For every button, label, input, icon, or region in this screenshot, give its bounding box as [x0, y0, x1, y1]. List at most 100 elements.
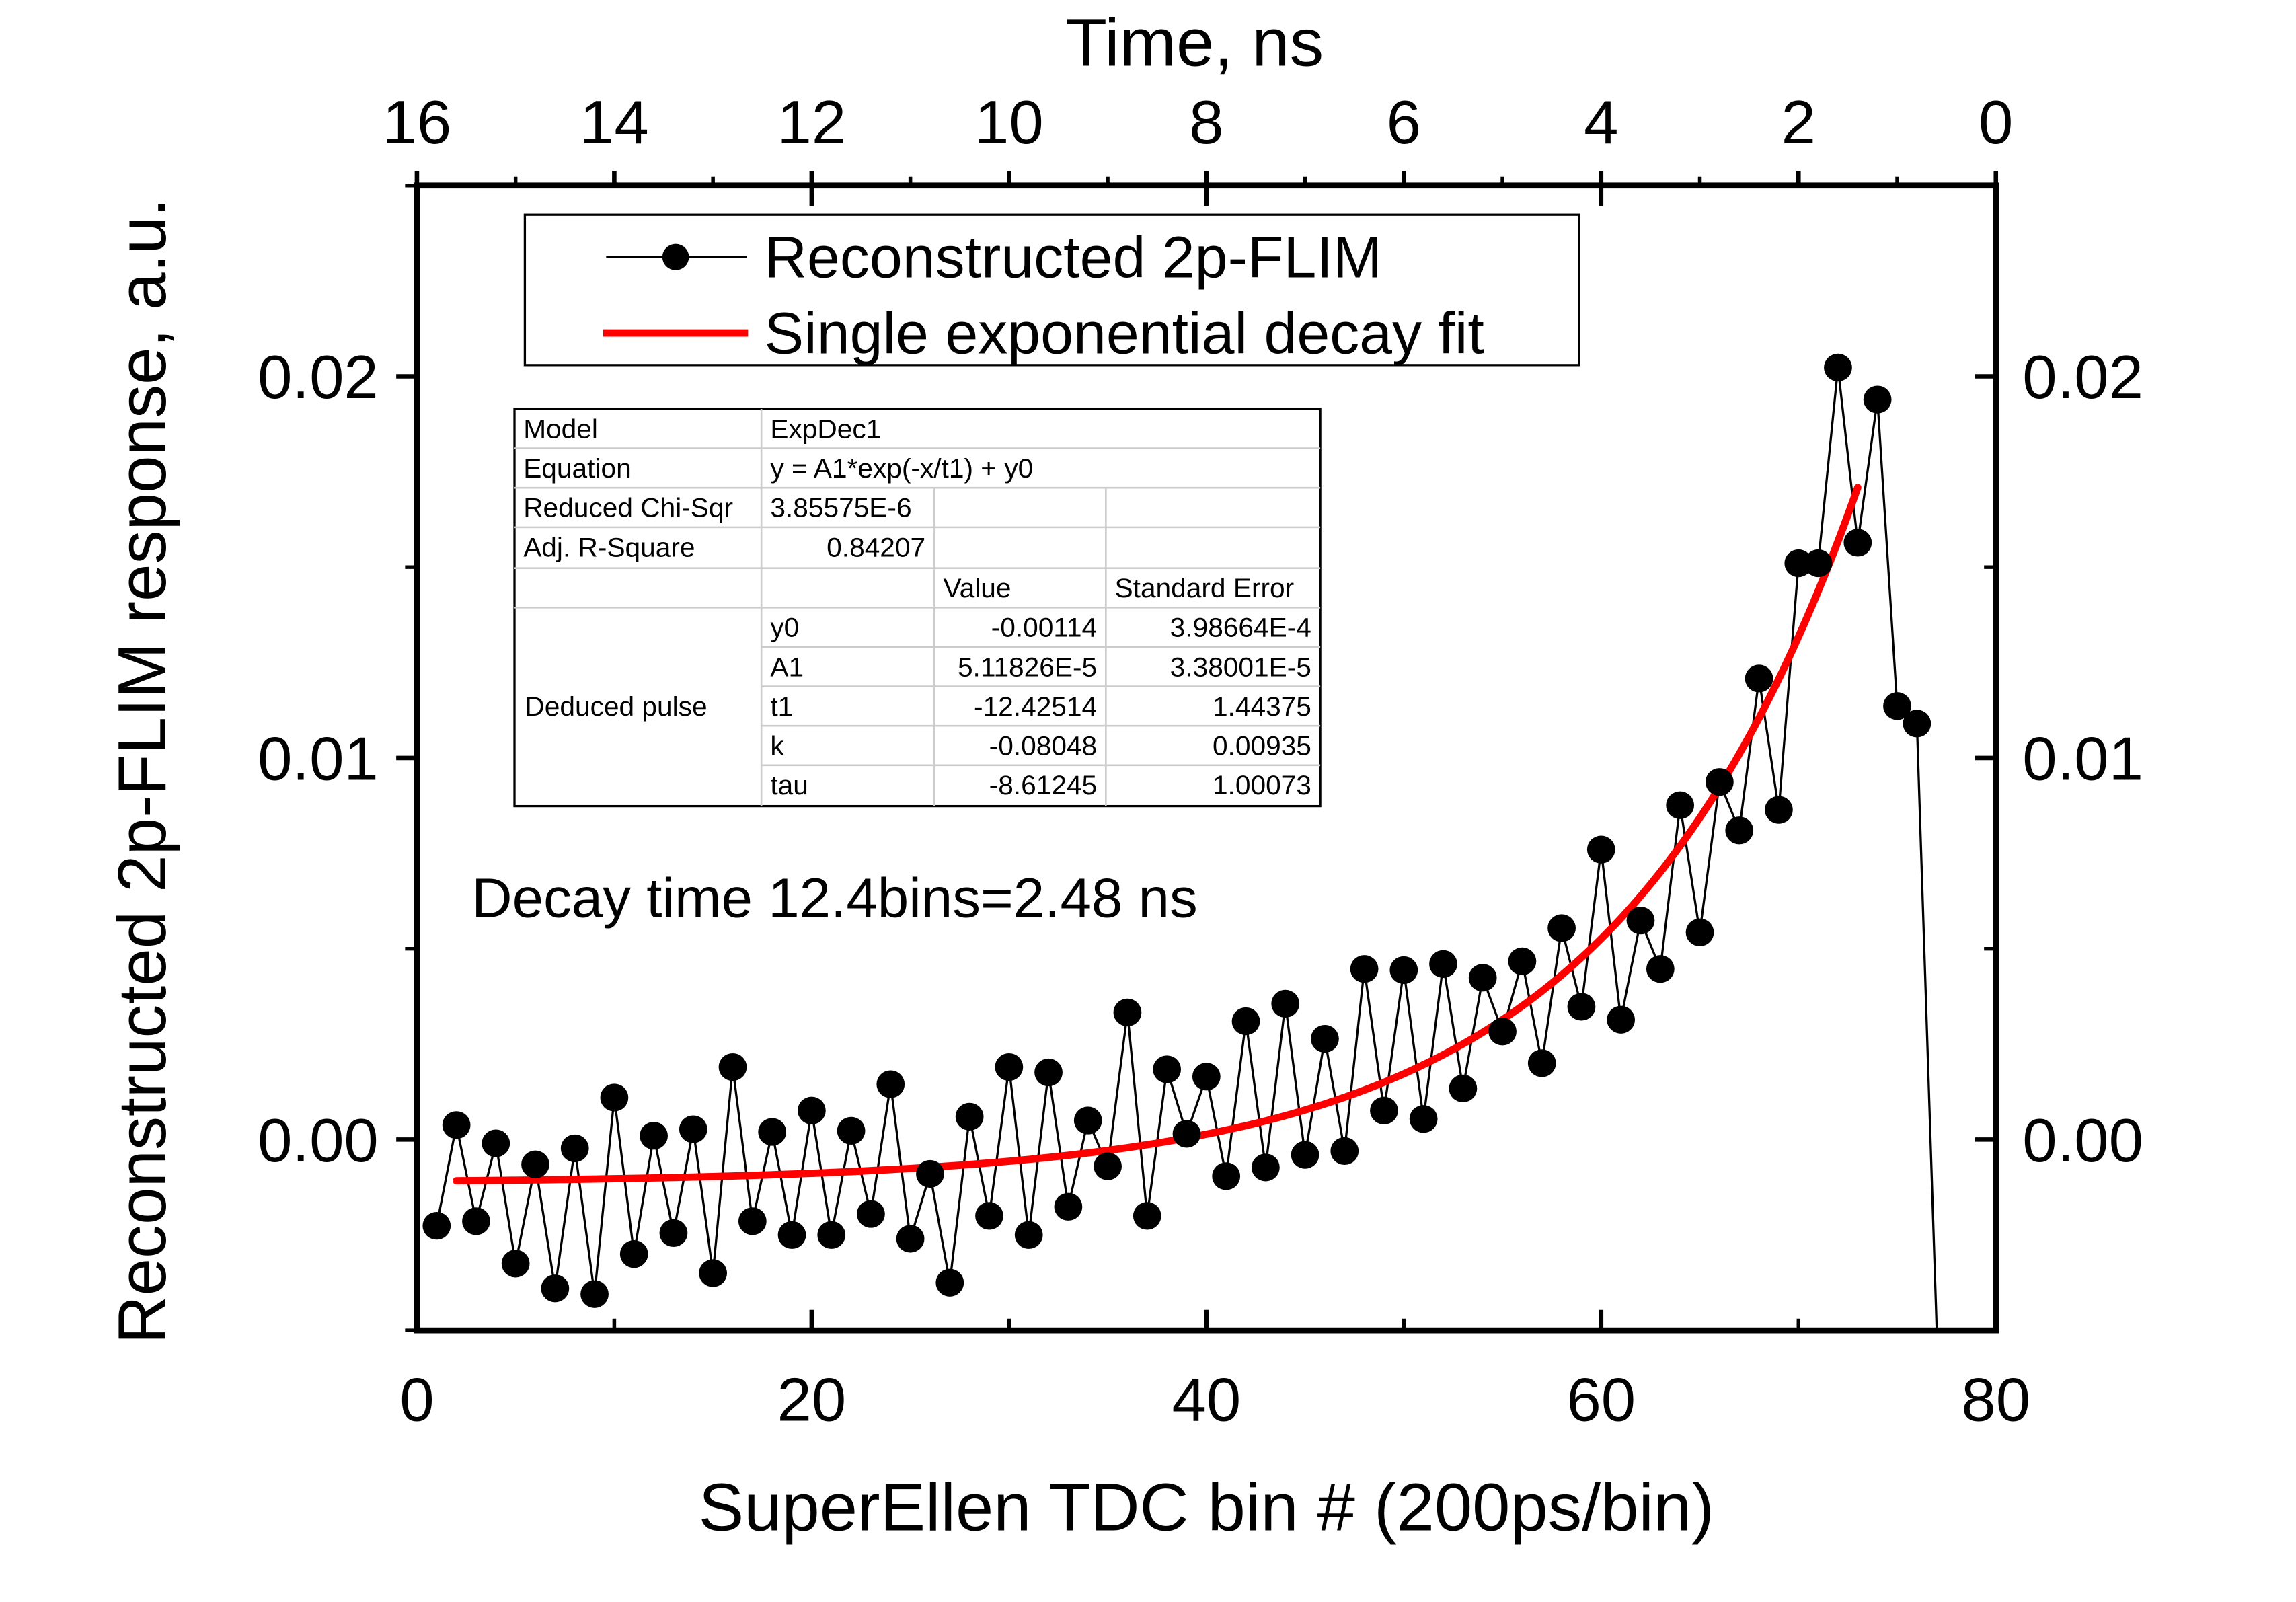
table-cell: y0	[770, 612, 799, 643]
data-point	[955, 1102, 984, 1131]
data-point	[1685, 918, 1714, 946]
table-cell: t1	[770, 691, 793, 722]
y-tick-label-left: 0.02	[258, 344, 379, 412]
table-cell: -12.42514	[974, 691, 1097, 722]
data-point	[1429, 950, 1457, 978]
table-cell: ExpDec1	[770, 414, 881, 445]
top-tick-label: 16	[383, 88, 452, 156]
data-point	[1863, 385, 1892, 414]
data-point	[758, 1118, 787, 1146]
x-tick-label: 20	[777, 1366, 847, 1434]
data-point	[995, 1053, 1024, 1081]
decay-annotation: Decay time 12.4bins=2.48 ns	[471, 867, 1198, 929]
data-point	[560, 1134, 589, 1163]
data-point	[482, 1129, 510, 1157]
fit-curve	[453, 484, 1862, 1185]
data-point	[1626, 907, 1655, 935]
data-point	[857, 1200, 885, 1228]
data-point	[422, 1212, 451, 1240]
x-tick-label: 0	[399, 1366, 434, 1434]
table-cell: -0.00114	[991, 612, 1097, 643]
y-tick-label-left: 0.01	[258, 725, 379, 793]
table-cell: -0.08048	[989, 730, 1097, 761]
data-point	[1607, 1005, 1636, 1034]
data-point	[699, 1259, 728, 1287]
data-point	[718, 1053, 747, 1081]
data-point	[738, 1207, 767, 1235]
x-axis-title: SuperEllen TDC bin # (200ps/bin)	[699, 1470, 1714, 1545]
x-tick-label: 40	[1172, 1366, 1241, 1434]
data-point	[1054, 1192, 1083, 1221]
data-point	[1113, 998, 1142, 1027]
table-cell: 3.85575E-6	[770, 492, 911, 523]
top-axis-title: Time, ns	[1065, 5, 1324, 80]
data-point	[1449, 1074, 1478, 1102]
data-point	[600, 1083, 629, 1112]
table-cell: y = A1*exp(-x/t1) + y0	[770, 453, 1033, 484]
table-cell: Model	[523, 414, 598, 445]
data-point	[1784, 549, 1813, 578]
data-point	[501, 1250, 530, 1278]
data-point	[1172, 1120, 1201, 1148]
table-cell: 3.38001E-5	[1170, 652, 1311, 683]
table-cell: Equation	[523, 453, 631, 484]
table-cell: -8.61245	[989, 769, 1097, 800]
data-point	[896, 1225, 925, 1253]
data-point	[1824, 353, 1852, 382]
data-point	[442, 1111, 471, 1139]
data-point	[777, 1221, 806, 1249]
data-point	[1586, 835, 1615, 864]
top-tick-label: 6	[1387, 88, 1421, 156]
plot-marks	[422, 353, 1938, 1331]
top-tick-label: 10	[974, 88, 1044, 156]
data-point	[1350, 955, 1379, 983]
x-tick-label: 60	[1566, 1366, 1636, 1434]
data-point	[1843, 529, 1872, 557]
data-point	[1527, 1049, 1556, 1077]
table-cell: Reduced Chi-Sqr	[523, 492, 733, 523]
data-point	[1094, 1152, 1122, 1180]
table-cell: Adj. R-Square	[523, 532, 695, 563]
data-point	[1745, 664, 1773, 693]
legend-data-marker	[662, 243, 689, 270]
data-point	[521, 1150, 549, 1178]
data-point	[659, 1219, 688, 1248]
legend-box	[523, 213, 1580, 367]
table-cell: k	[770, 730, 784, 761]
data-point	[619, 1240, 648, 1268]
fit-results-table: Deduced pulse Model ExpDec1 Equation y = A1…	[513, 408, 1322, 808]
data-point	[1014, 1221, 1043, 1249]
data-point	[462, 1207, 490, 1235]
y-tick-label-left: 0.00	[258, 1106, 379, 1174]
data-point	[1073, 1106, 1102, 1135]
table-group-label: Deduced pulse	[525, 691, 707, 722]
y-axis-title: Reconstructed 2p-FLIM response, a.u.	[105, 198, 181, 1344]
top-tick-label: 12	[777, 88, 847, 156]
plot-area	[422, 353, 1938, 1331]
table-cell: A1	[770, 652, 804, 683]
data-point	[975, 1202, 1003, 1230]
y-tick-label-right: 0.01	[2022, 725, 2143, 793]
data-point	[1804, 549, 1833, 578]
data-point	[1705, 768, 1734, 796]
data-point	[1765, 796, 1793, 824]
data-point	[1153, 1055, 1182, 1083]
data-point	[1212, 1162, 1241, 1190]
data-point	[1330, 1137, 1359, 1166]
data-point	[1903, 710, 1931, 738]
data-point	[580, 1280, 609, 1308]
data-point	[1725, 816, 1754, 845]
data-point	[1370, 1096, 1398, 1124]
data-point	[1133, 1202, 1161, 1230]
data-point	[1251, 1153, 1280, 1182]
data-point	[1646, 955, 1675, 983]
y-tick-label-right: 0.00	[2022, 1106, 2143, 1174]
data-point	[837, 1116, 866, 1145]
data-point	[1409, 1105, 1438, 1133]
legend-label-data: Reconstructed 2p-FLIM	[765, 225, 1383, 290]
data-point	[1291, 1141, 1319, 1169]
table-cell: 3.98664E-4	[1170, 612, 1311, 643]
top-tick-label: 4	[1584, 88, 1618, 156]
data-point	[679, 1115, 707, 1143]
